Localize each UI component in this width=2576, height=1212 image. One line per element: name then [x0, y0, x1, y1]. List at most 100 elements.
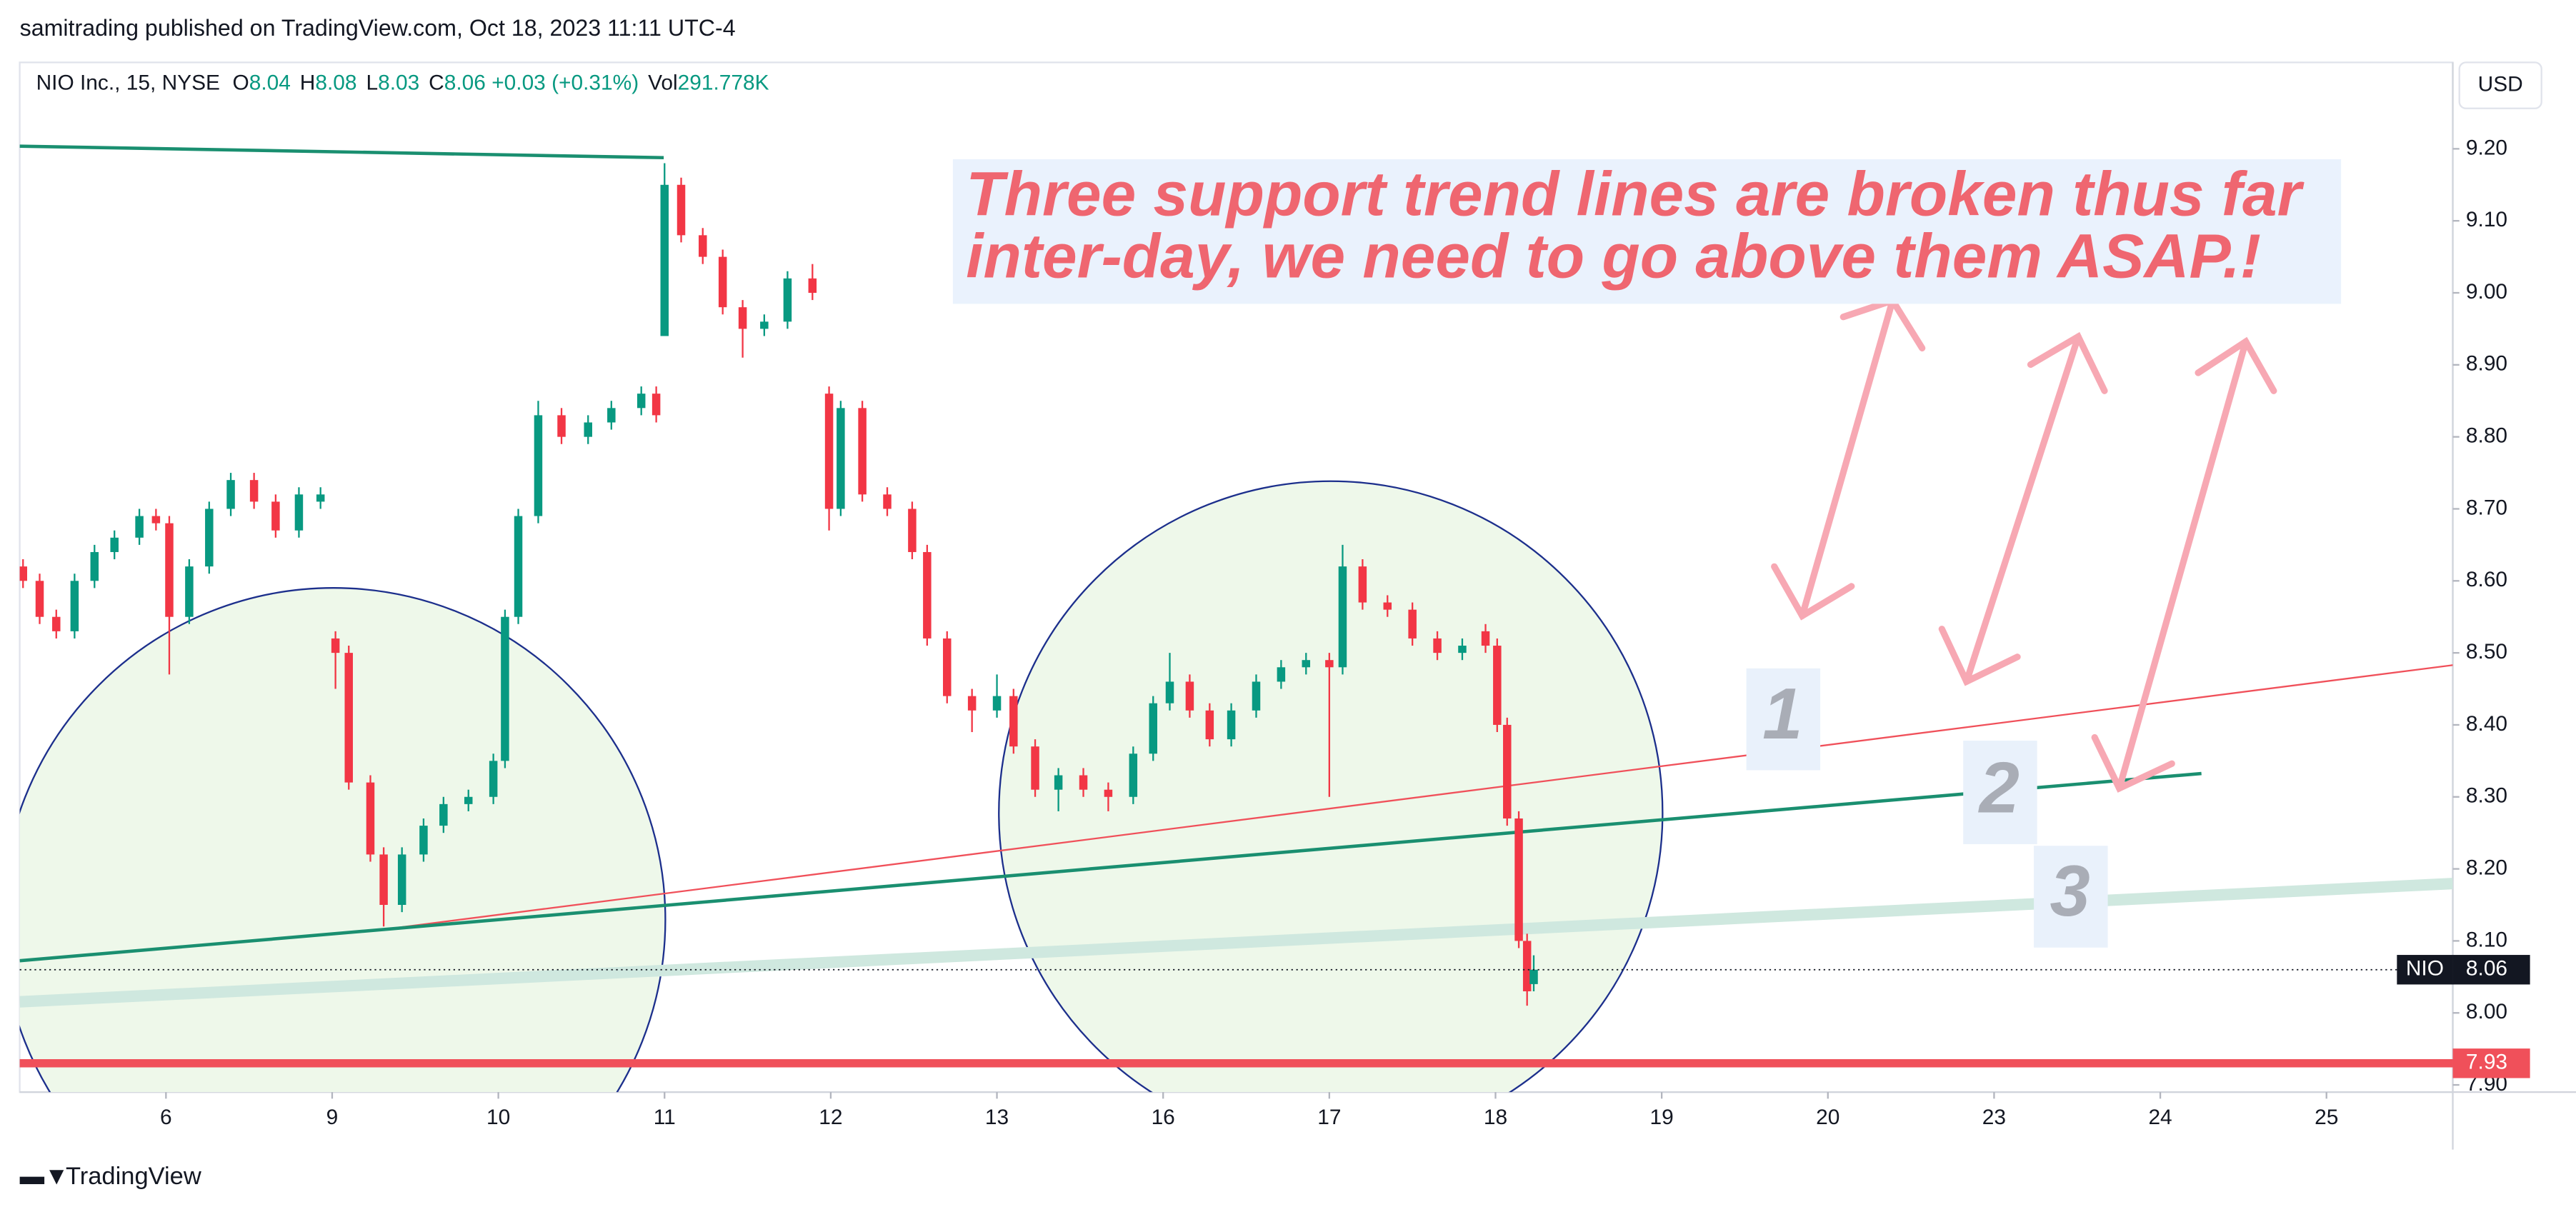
candle-body [923, 551, 932, 638]
horizontal-line-label: 7.93 [2466, 1051, 2507, 1074]
legend-value: 8.04 [249, 71, 291, 94]
candle-body [1185, 681, 1194, 711]
x-tick-label: 6 [160, 1106, 172, 1129]
candle-body [110, 537, 119, 552]
candle-body [1302, 660, 1311, 668]
arrow [2116, 338, 2250, 792]
candle-body [489, 761, 498, 797]
candle-body [294, 494, 304, 531]
candle-body [397, 854, 406, 906]
candle-body [52, 616, 61, 631]
arrow-head [1771, 563, 1855, 621]
line-number: 2 [1978, 747, 2020, 828]
legend: NIO Inc., 15, NYSE O8.04 H8.08 L8.03 C8.… [36, 71, 769, 94]
arrow-head [1938, 626, 2021, 686]
candle-body [636, 394, 646, 409]
y-tick-label: 9.10 [2466, 208, 2507, 231]
x-tick-label: 20 [1816, 1106, 1839, 1129]
candle-body [35, 581, 44, 617]
y-tick-label: 8.00 [2466, 1000, 2507, 1023]
candle-body [1227, 710, 1236, 740]
candle-body [316, 494, 325, 502]
candle-body [1009, 696, 1018, 747]
x-tick-label: 9 [326, 1106, 339, 1129]
candle-body [249, 480, 259, 502]
y-tick-label: 8.10 [2466, 928, 2507, 951]
y-tick-label: 8.30 [2466, 784, 2507, 808]
x-tick-label: 23 [1982, 1106, 2006, 1129]
candle-body [967, 696, 977, 711]
candle-body [344, 653, 353, 783]
candle-body [1149, 703, 1157, 754]
candle-body [1433, 638, 1442, 653]
x-tick-label: 18 [1484, 1106, 1507, 1129]
arrow-head [2027, 331, 2108, 394]
annotation-box [952, 159, 2342, 304]
candle-body [151, 516, 161, 524]
arrow-head [2195, 336, 2277, 394]
candle-body [660, 184, 669, 336]
candle-body [943, 638, 952, 696]
candle-body [185, 566, 194, 617]
y-tick-label: 9.20 [2466, 136, 2507, 159]
x-tick-label: 11 [654, 1106, 676, 1129]
candle-body [1165, 681, 1174, 703]
candle-body [1338, 566, 1347, 668]
legend-label: H [300, 71, 316, 94]
legend-value: 8.08 [315, 71, 356, 94]
candle-body [439, 803, 448, 826]
price-tag-label: 8.06 [2466, 957, 2507, 981]
candle-body [837, 408, 845, 509]
candle-body [1358, 566, 1367, 603]
legend-label: L [366, 71, 378, 94]
candle-body [135, 516, 144, 538]
candle-body [1481, 631, 1490, 646]
legend-value: 8.06 [444, 71, 486, 94]
candle-body [858, 408, 867, 495]
y-tick-label: 8.20 [2466, 856, 2507, 879]
line-number: 3 [2050, 851, 2090, 931]
y-tick-label: 8.80 [2466, 424, 2507, 448]
footer: TradingView [66, 1163, 201, 1190]
candle-body [1104, 789, 1113, 797]
y-tick-label: 8.60 [2466, 568, 2507, 591]
y-tick-label: 8.70 [2466, 496, 2507, 519]
number-box [2034, 846, 2108, 948]
highlight-circle [998, 480, 1664, 1093]
x-tick-label: 16 [1152, 1106, 1175, 1129]
candle-body [1031, 746, 1039, 790]
symbol-tag [2397, 955, 2453, 985]
annotation: Three support trend lines are broken thu… [966, 159, 2304, 291]
x-tick-label: 25 [2315, 1106, 2338, 1129]
legend-value: 8.03 [378, 71, 419, 94]
symbol-tag-label: NIO [2406, 957, 2444, 981]
candle-body [1522, 941, 1532, 991]
candle-body [557, 415, 566, 437]
arrow [1799, 297, 1896, 619]
horizontal-line-tag [2452, 1048, 2530, 1078]
candle-body [331, 638, 340, 653]
x-tick-label: 19 [1650, 1106, 1674, 1129]
y-tick-label: 8.90 [2466, 352, 2507, 376]
arrow [1963, 333, 2082, 685]
annotation-line: inter-day, we need to go above them ASAP… [966, 221, 2261, 291]
candle-body [1054, 775, 1063, 790]
x-tick-label: 17 [1317, 1106, 1341, 1129]
candle-body [464, 796, 473, 804]
currency-button[interactable] [2458, 61, 2542, 109]
annotation-line: Three support trend lines are broken thu… [966, 159, 2304, 229]
trend-line [19, 144, 664, 160]
line-number: 1 [1762, 673, 1802, 754]
drawings [19, 144, 2453, 1093]
currency[interactable]: USD [2478, 72, 2523, 96]
legend-value: 291.778K [678, 71, 769, 94]
y-tick-label: 9.00 [2466, 280, 2507, 304]
candle-body [883, 494, 892, 509]
candle-body [19, 566, 27, 581]
candle-body [271, 501, 280, 531]
candle-body [419, 826, 428, 855]
candle-body [366, 782, 375, 855]
candle-body [379, 854, 388, 906]
y-tick-label: 8.50 [2466, 640, 2507, 663]
